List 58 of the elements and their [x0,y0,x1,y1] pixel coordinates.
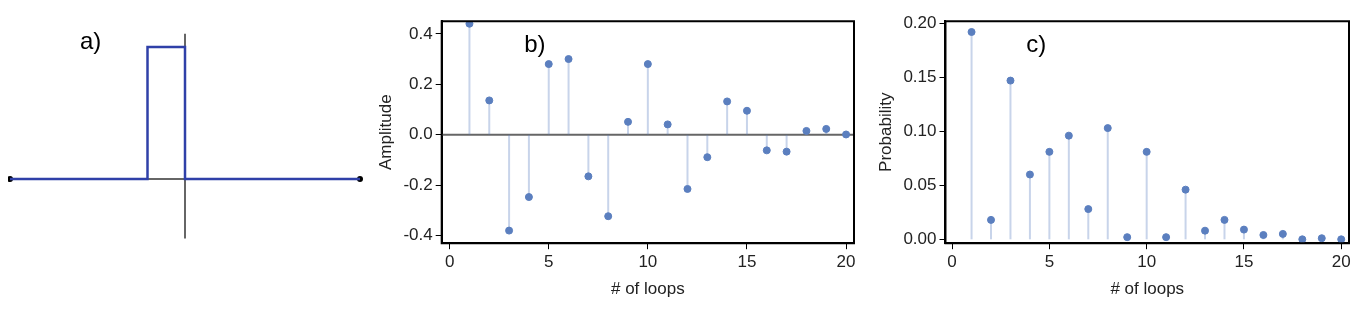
point [1084,205,1093,214]
x-axis-title: # of loops [610,279,685,299]
y-tick-label: 0.15 [903,67,937,87]
point [683,184,692,193]
annotation: c) [1026,29,1047,57]
point [703,153,712,162]
y-axis-title: Probability [875,92,895,172]
x-tick-label: 15 [1234,252,1254,272]
y-tick-label: 0.10 [903,121,937,141]
y-tick-label: 0.00 [903,229,937,248]
point [1181,185,1190,194]
x-tick-label: 5 [1044,252,1055,272]
point [505,226,514,235]
x-tick-label: 0 [947,252,957,272]
x-tick-label: 5 [544,252,554,272]
annotation: a) [80,26,102,54]
point [742,106,751,115]
point [1025,170,1034,179]
point [762,146,771,155]
point [1220,215,1229,224]
point [967,28,976,36]
y-tick-label: -0.2 [403,174,433,194]
x-axis-title: # of loops [1110,279,1185,299]
point [1006,76,1015,85]
point [723,97,732,106]
point [465,21,474,28]
y-tick-label: 0.20 [903,13,937,33]
point [1103,124,1112,133]
point [524,193,533,202]
x-tick-label: 20 [836,252,856,272]
point [643,60,652,69]
x-tick-label: 20 [1331,252,1351,272]
point [782,147,791,156]
y-tick-label: 0.2 [409,73,433,93]
x-tick-label: 10 [1137,252,1157,272]
point [663,120,672,129]
y-tick-label: 0.0 [409,124,433,144]
point [1201,226,1210,235]
point [1045,147,1054,156]
point [604,212,613,221]
point [987,215,996,224]
x-tick-label: 15 [737,252,757,272]
point [584,172,593,181]
point [1064,131,1073,140]
point [1259,230,1268,239]
x-tick-label: 10 [638,252,658,272]
point [564,55,573,64]
annotation: b) [524,29,546,57]
y-tick-label: -0.4 [403,225,433,245]
point [544,60,553,69]
y-axis-title: Amplitude [375,94,395,170]
y-tick-label: 0.05 [903,175,937,195]
point [1142,147,1151,156]
y-tick-label: 0.4 [409,23,433,43]
point [485,96,494,105]
point [1239,225,1248,234]
point [624,117,633,126]
x-tick-label: 0 [444,252,455,272]
